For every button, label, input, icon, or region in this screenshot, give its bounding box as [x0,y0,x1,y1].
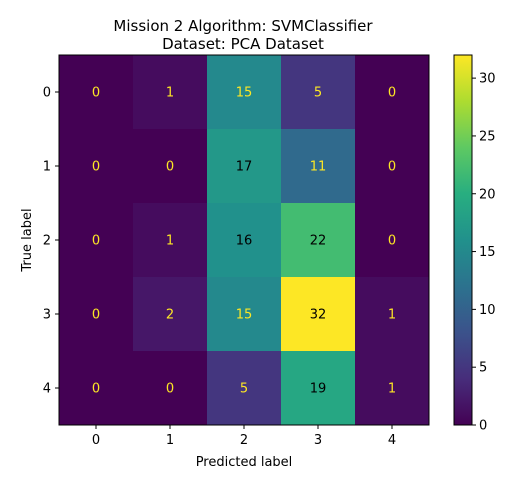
colorbar-tick-label: 5 [479,361,487,376]
heatmap-cell [355,277,430,352]
cell-value-label: 5 [314,86,322,101]
heatmap-cell [59,55,134,130]
chart-subtitle: Dataset: PCA Dataset [162,35,324,53]
cell-value-label: 15 [236,308,253,323]
cell-value-label: 0 [388,160,396,175]
cell-value-label: 16 [236,234,253,249]
x-tick-label: 3 [314,433,322,448]
heatmap-cell [59,203,134,278]
x-tick-label: 0 [92,433,100,448]
cell-value-label: 1 [166,234,174,249]
y-tick-label: 0 [43,86,51,101]
cell-value-label: 2 [166,308,174,323]
cell-value-label: 32 [310,308,327,323]
x-axis-label: Predicted label [196,455,293,470]
heatmap-cell [133,55,208,130]
colorbar-tick-label: 15 [479,245,496,260]
cell-value-label: 0 [388,234,396,249]
cell-value-label: 0 [166,382,174,397]
heatmap-cell [355,203,430,278]
colorbar-ticks: 0 5 10 15 20 25 30 [472,72,496,434]
y-axis-ticks: 0 1 2 3 4 [43,86,59,397]
heatmap-cell [355,129,430,204]
heatmap-cell [207,55,282,130]
heatmap-cell [59,277,134,352]
heatmap-cell [133,129,208,204]
cell-value-label: 0 [166,160,174,175]
cell-value-label: 17 [236,160,253,175]
heatmap-cell [207,277,282,352]
cell-value-label: 15 [236,86,253,101]
cell-value-label: 5 [240,382,248,397]
y-tick-label: 1 [43,160,51,175]
heatmap-cell [281,55,356,130]
colorbar-tick-label: 20 [479,187,496,202]
heatmap-cell [281,203,356,278]
x-tick-label: 2 [240,433,248,448]
cell-value-label: 0 [388,86,396,101]
cell-value-label: 0 [92,382,100,397]
heatmap-cell [59,129,134,204]
x-axis-ticks: 0 1 2 3 4 [92,425,396,448]
cell-value-label: 0 [92,308,100,323]
colorbar-tick-label: 0 [479,419,487,434]
colorbar-tick-label: 30 [479,72,496,87]
x-tick-label: 4 [388,433,396,448]
y-tick-label: 4 [43,382,51,397]
heatmap-cell [207,351,282,426]
cell-value-label: 0 [92,160,100,175]
heatmap-cell [355,351,430,426]
heatmap-cell [133,351,208,426]
colorbar-tick-label: 10 [479,303,496,318]
colorbar [453,54,473,426]
heatmap-cell [207,129,282,204]
x-tick-label: 1 [166,433,174,448]
cell-value-label: 1 [388,308,396,323]
cell-value-label: 0 [92,86,100,101]
heatmap-cells: 0 1 15 5 0 0 0 17 11 0 0 1 16 22 0 0 2 15 32 1 0 0 5 19 1 [59,55,430,426]
heatmap-cell [59,351,134,426]
chart-title: Mission 2 Algorithm: SVMClassifier [113,17,373,35]
y-tick-label: 2 [43,234,51,249]
cell-value-label: 22 [310,234,327,249]
heatmap-cell [355,55,430,130]
heatmap-cell [133,203,208,278]
y-tick-label: 3 [43,308,51,323]
cell-value-label: 11 [310,160,327,175]
heatmap-cell [281,277,356,352]
heatmap-cell [133,277,208,352]
cell-value-label: 1 [388,382,396,397]
cell-value-label: 19 [310,382,327,397]
heatmap-cell [281,351,356,426]
heatmap-cell [281,129,356,204]
heatmap-cell [207,203,282,278]
colorbar-tick-label: 25 [479,129,496,144]
y-axis-label: True label [20,208,35,272]
cell-value-label: 1 [166,86,174,101]
cell-value-label: 0 [92,234,100,249]
